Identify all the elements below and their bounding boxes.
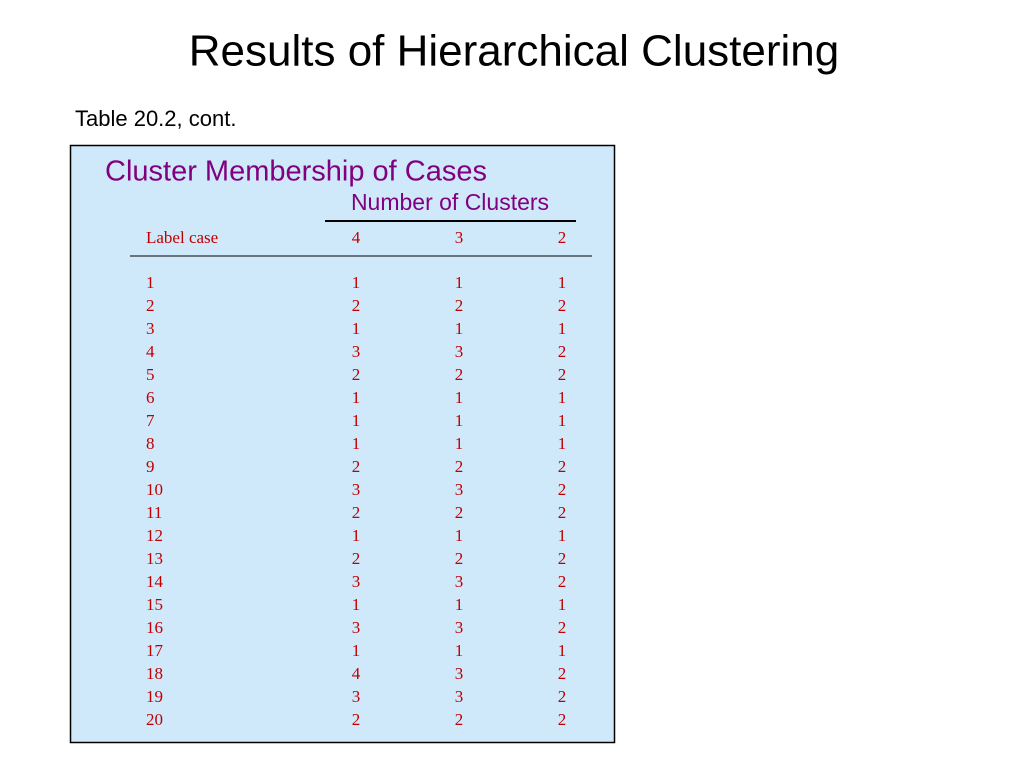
row-label: 20	[146, 710, 163, 729]
cell: 2	[558, 457, 567, 476]
cell: 2	[558, 365, 567, 384]
row-label: 7	[146, 411, 155, 430]
cell: 1	[558, 411, 567, 430]
cell: 2	[558, 710, 567, 729]
row-label: 14	[146, 572, 164, 591]
row-label: 8	[146, 434, 155, 453]
cell: 2	[352, 710, 361, 729]
cell: 1	[352, 641, 361, 660]
column-header: 3	[455, 228, 464, 247]
cell: 1	[455, 641, 464, 660]
cell: 2	[558, 572, 567, 591]
cell: 2	[455, 365, 464, 384]
cell: 3	[455, 572, 464, 591]
cell: 1	[558, 641, 567, 660]
subtitle: Table 20.2, cont.	[75, 106, 236, 131]
cell: 1	[558, 434, 567, 453]
cell: 3	[455, 480, 464, 499]
cell: 2	[455, 503, 464, 522]
cell: 1	[352, 319, 361, 338]
cell: 1	[558, 388, 567, 407]
row-label: 1	[146, 273, 155, 292]
cell: 1	[352, 273, 361, 292]
cell: 1	[558, 319, 567, 338]
cell: 2	[558, 296, 567, 315]
cell: 1	[352, 388, 361, 407]
cell: 2	[455, 710, 464, 729]
row-label: 5	[146, 365, 155, 384]
cell: 2	[558, 618, 567, 637]
cell: 2	[558, 664, 567, 683]
cell: 3	[352, 342, 361, 361]
cell: 1	[352, 411, 361, 430]
table-body: Label case 4 3 21 1 1 12 2 2 23 1 1 14 3 3 25 2 2 26 1 1 17 1 1…	[146, 228, 566, 729]
cell: 2	[352, 503, 361, 522]
cell: 1	[352, 595, 361, 614]
cell: 3	[352, 618, 361, 637]
row-label: 19	[146, 687, 163, 706]
group-header: Number of Clusters	[351, 189, 549, 215]
row-label: 12	[146, 526, 163, 545]
row-label: 16	[146, 618, 163, 637]
cell: 2	[352, 365, 361, 384]
cell: 2	[455, 457, 464, 476]
row-label: 13	[146, 549, 163, 568]
cell: 2	[558, 342, 567, 361]
cell: 1	[455, 434, 464, 453]
column-header: Label case	[146, 228, 218, 247]
row-label: 11	[146, 503, 162, 522]
cell: 3	[455, 342, 464, 361]
table-panel	[69, 144, 616, 744]
slide-title: Results of Hierarchical Clustering	[189, 27, 839, 76]
cell: 3	[455, 664, 464, 683]
row-label: 2	[146, 296, 155, 315]
cell: 1	[558, 526, 567, 545]
cell: 4	[352, 664, 361, 683]
table-caption: Cluster Membership of Cases	[105, 156, 487, 188]
cell: 1	[455, 526, 464, 545]
cell: 3	[352, 572, 361, 591]
cell: 1	[558, 595, 567, 614]
cell: 1	[455, 319, 464, 338]
cell: 1	[455, 273, 464, 292]
cell: 3	[352, 480, 361, 499]
row-label: 10	[146, 480, 163, 499]
cell: 1	[352, 434, 361, 453]
cell: 1	[455, 595, 464, 614]
cell: 2	[352, 549, 361, 568]
cell: 1	[455, 388, 464, 407]
row-label: 9	[146, 457, 155, 476]
row-label: 17	[146, 641, 164, 660]
column-header: 2	[558, 228, 567, 247]
cell: 1	[455, 411, 464, 430]
cell: 3	[455, 618, 464, 637]
cell: 2	[352, 457, 361, 476]
row-label: 4	[146, 342, 155, 361]
cell: 2	[455, 549, 464, 568]
cell: 2	[558, 480, 567, 499]
row-label: 6	[146, 388, 155, 407]
row-label: 3	[146, 319, 155, 338]
column-header: 4	[352, 228, 361, 247]
cell: 2	[455, 296, 464, 315]
row-label: 15	[146, 595, 163, 614]
cell: 2	[558, 549, 567, 568]
cell: 2	[558, 503, 567, 522]
cell: 1	[352, 526, 361, 545]
cell: 1	[558, 273, 567, 292]
cell: 3	[352, 687, 361, 706]
cell: 2	[558, 687, 567, 706]
cell: 2	[352, 296, 361, 315]
row-label: 18	[146, 664, 163, 683]
cell: 3	[455, 687, 464, 706]
